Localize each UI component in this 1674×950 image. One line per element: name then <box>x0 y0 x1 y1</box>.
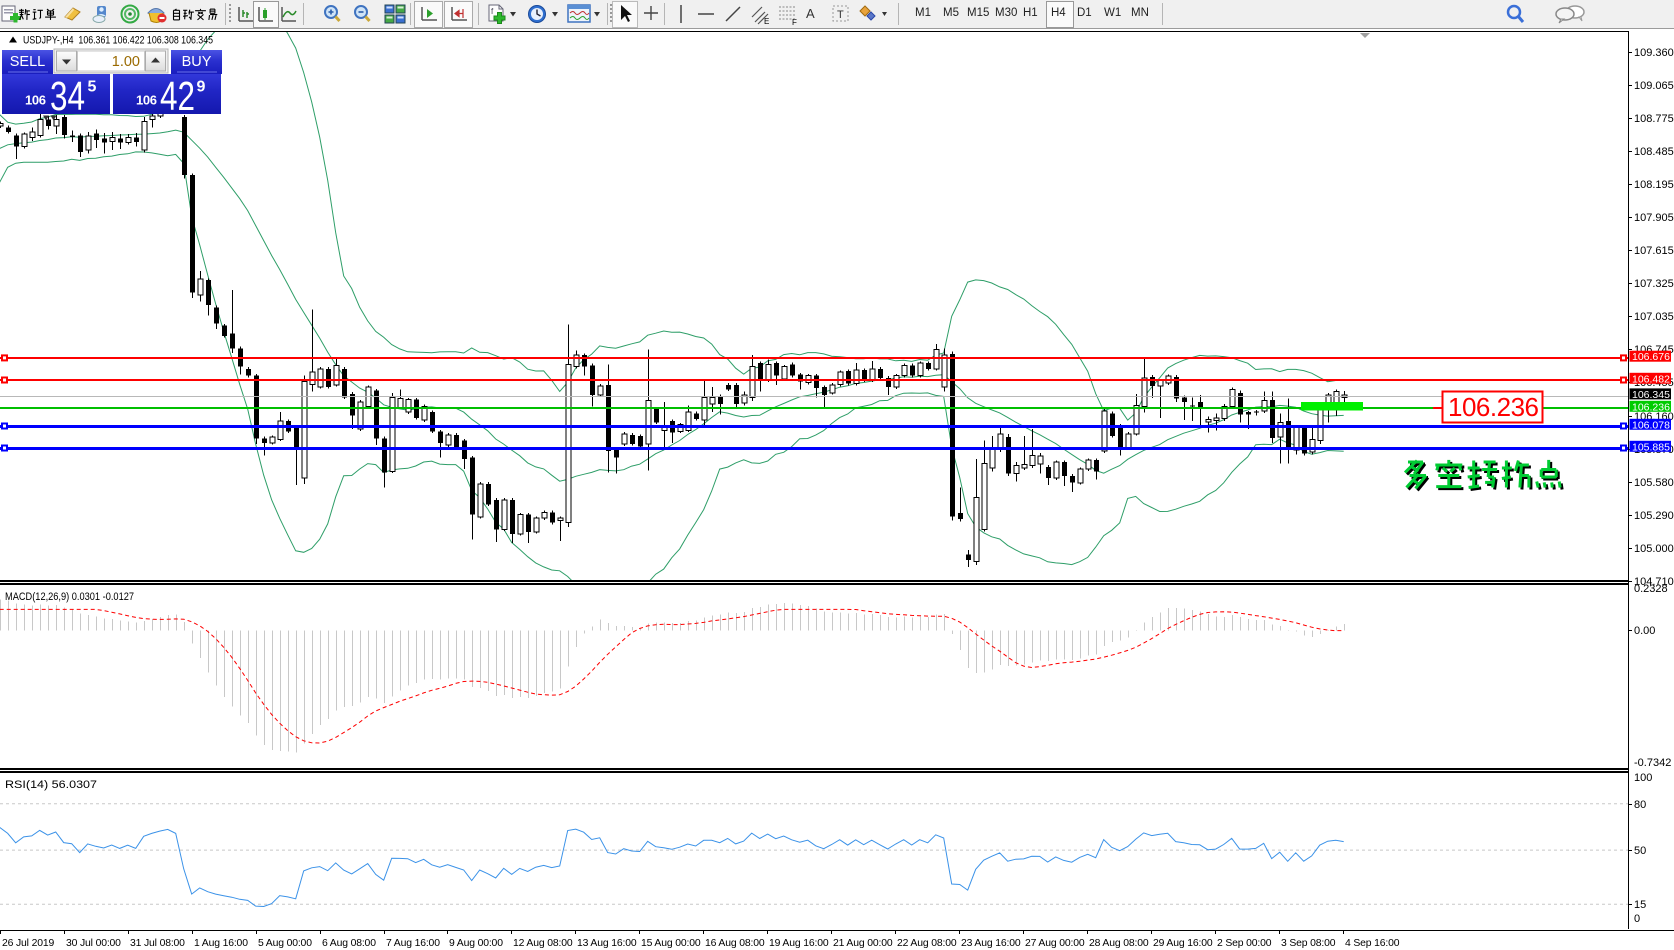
svg-text:USDJPY-,H4 106.361 106.422 10: USDJPY-,H4 106.361 106.422 106.308 106.3… <box>23 35 213 47</box>
svg-text:15: 15 <box>1634 899 1646 911</box>
svg-text:26 Jul 2019: 26 Jul 2019 <box>2 938 54 949</box>
svg-text:21 Aug 00:00: 21 Aug 00:00 <box>833 938 893 949</box>
svg-text:109.360: 109.360 <box>1634 47 1674 59</box>
svg-text:3 Sep 08:00: 3 Sep 08:00 <box>1281 938 1336 949</box>
svg-text:105.000: 105.000 <box>1634 543 1674 555</box>
svg-text:5: 5 <box>88 79 97 96</box>
svg-text:27 Aug 00:00: 27 Aug 00:00 <box>1025 938 1085 949</box>
svg-text:106.482: 106.482 <box>1632 373 1670 385</box>
svg-text:0.00: 0.00 <box>1634 625 1655 637</box>
svg-text:80: 80 <box>1634 799 1646 811</box>
svg-text:MACD(12,26,9) 0.0301 -0.0127: MACD(12,26,9) 0.0301 -0.0127 <box>5 591 134 603</box>
svg-text:1.00: 1.00 <box>112 54 140 70</box>
svg-text:RSI(14) 56.0307: RSI(14) 56.0307 <box>5 779 97 791</box>
svg-text:105.885: 105.885 <box>1632 441 1670 453</box>
svg-text:28 Aug 08:00: 28 Aug 08:00 <box>1089 938 1149 949</box>
svg-text:34: 34 <box>50 73 85 116</box>
svg-text:E: E <box>764 17 769 25</box>
svg-text:50: 50 <box>1634 845 1646 857</box>
svg-text:29 Aug 16:00: 29 Aug 16:00 <box>1153 938 1213 949</box>
svg-text:104.710: 104.710 <box>1634 576 1674 588</box>
svg-text:106.676: 106.676 <box>1632 351 1670 363</box>
svg-text:108.195: 108.195 <box>1634 179 1674 191</box>
svg-text:19 Aug 16:00: 19 Aug 16:00 <box>769 938 829 949</box>
svg-text:31 Jul 08:00: 31 Jul 08:00 <box>130 938 185 949</box>
svg-text:0.2328: 0.2328 <box>1634 583 1668 595</box>
svg-text:107.615: 107.615 <box>1634 245 1674 257</box>
svg-text:105.290: 105.290 <box>1634 510 1674 522</box>
svg-text:106: 106 <box>25 93 46 108</box>
svg-text:15 Aug 00:00: 15 Aug 00:00 <box>641 938 701 949</box>
svg-text:7 Aug 16:00: 7 Aug 16:00 <box>386 938 440 949</box>
svg-text:5 Aug 00:00: 5 Aug 00:00 <box>258 938 312 949</box>
svg-text:106.345: 106.345 <box>1632 389 1670 401</box>
svg-text:SELL: SELL <box>10 54 45 70</box>
svg-text:6 Aug 08:00: 6 Aug 08:00 <box>322 938 376 949</box>
svg-text:105.580: 105.580 <box>1634 477 1674 489</box>
svg-text:16 Aug 08:00: 16 Aug 08:00 <box>705 938 765 949</box>
svg-text:4 Sep 16:00: 4 Sep 16:00 <box>1345 938 1400 949</box>
svg-text:107.325: 107.325 <box>1634 278 1674 290</box>
svg-text:106.078: 106.078 <box>1632 419 1670 431</box>
svg-text:9 Aug 00:00: 9 Aug 00:00 <box>449 938 503 949</box>
svg-text:13 Aug 16:00: 13 Aug 16:00 <box>577 938 637 949</box>
svg-text:108.485: 108.485 <box>1634 146 1674 158</box>
svg-text:108.775: 108.775 <box>1634 113 1674 125</box>
svg-text:107.035: 107.035 <box>1634 311 1674 323</box>
svg-text:106: 106 <box>136 93 157 108</box>
svg-text:0: 0 <box>1634 913 1640 925</box>
svg-text:106.236: 106.236 <box>1632 401 1670 413</box>
svg-text:-0.7342: -0.7342 <box>1634 757 1671 769</box>
svg-text:23 Aug 16:00: 23 Aug 16:00 <box>961 938 1021 949</box>
svg-text:100: 100 <box>1634 772 1652 784</box>
svg-text:12 Aug 08:00: 12 Aug 08:00 <box>513 938 573 949</box>
svg-text:1 Aug 16:00: 1 Aug 16:00 <box>194 938 248 949</box>
svg-text:f: f <box>491 7 494 16</box>
svg-text:BUY: BUY <box>182 54 212 70</box>
svg-text:109.065: 109.065 <box>1634 80 1674 92</box>
svg-text:42: 42 <box>160 73 195 116</box>
svg-text:106.236: 106.236 <box>1448 392 1539 422</box>
svg-text:22 Aug 08:00: 22 Aug 08:00 <box>897 938 957 949</box>
svg-text:T: T <box>837 9 844 21</box>
svg-text:F: F <box>792 18 797 25</box>
svg-text:107.905: 107.905 <box>1634 212 1674 224</box>
svg-text:30 Jul 00:00: 30 Jul 00:00 <box>66 938 121 949</box>
svg-text:2 Sep 00:00: 2 Sep 00:00 <box>1217 938 1272 949</box>
svg-text:9: 9 <box>197 79 206 96</box>
